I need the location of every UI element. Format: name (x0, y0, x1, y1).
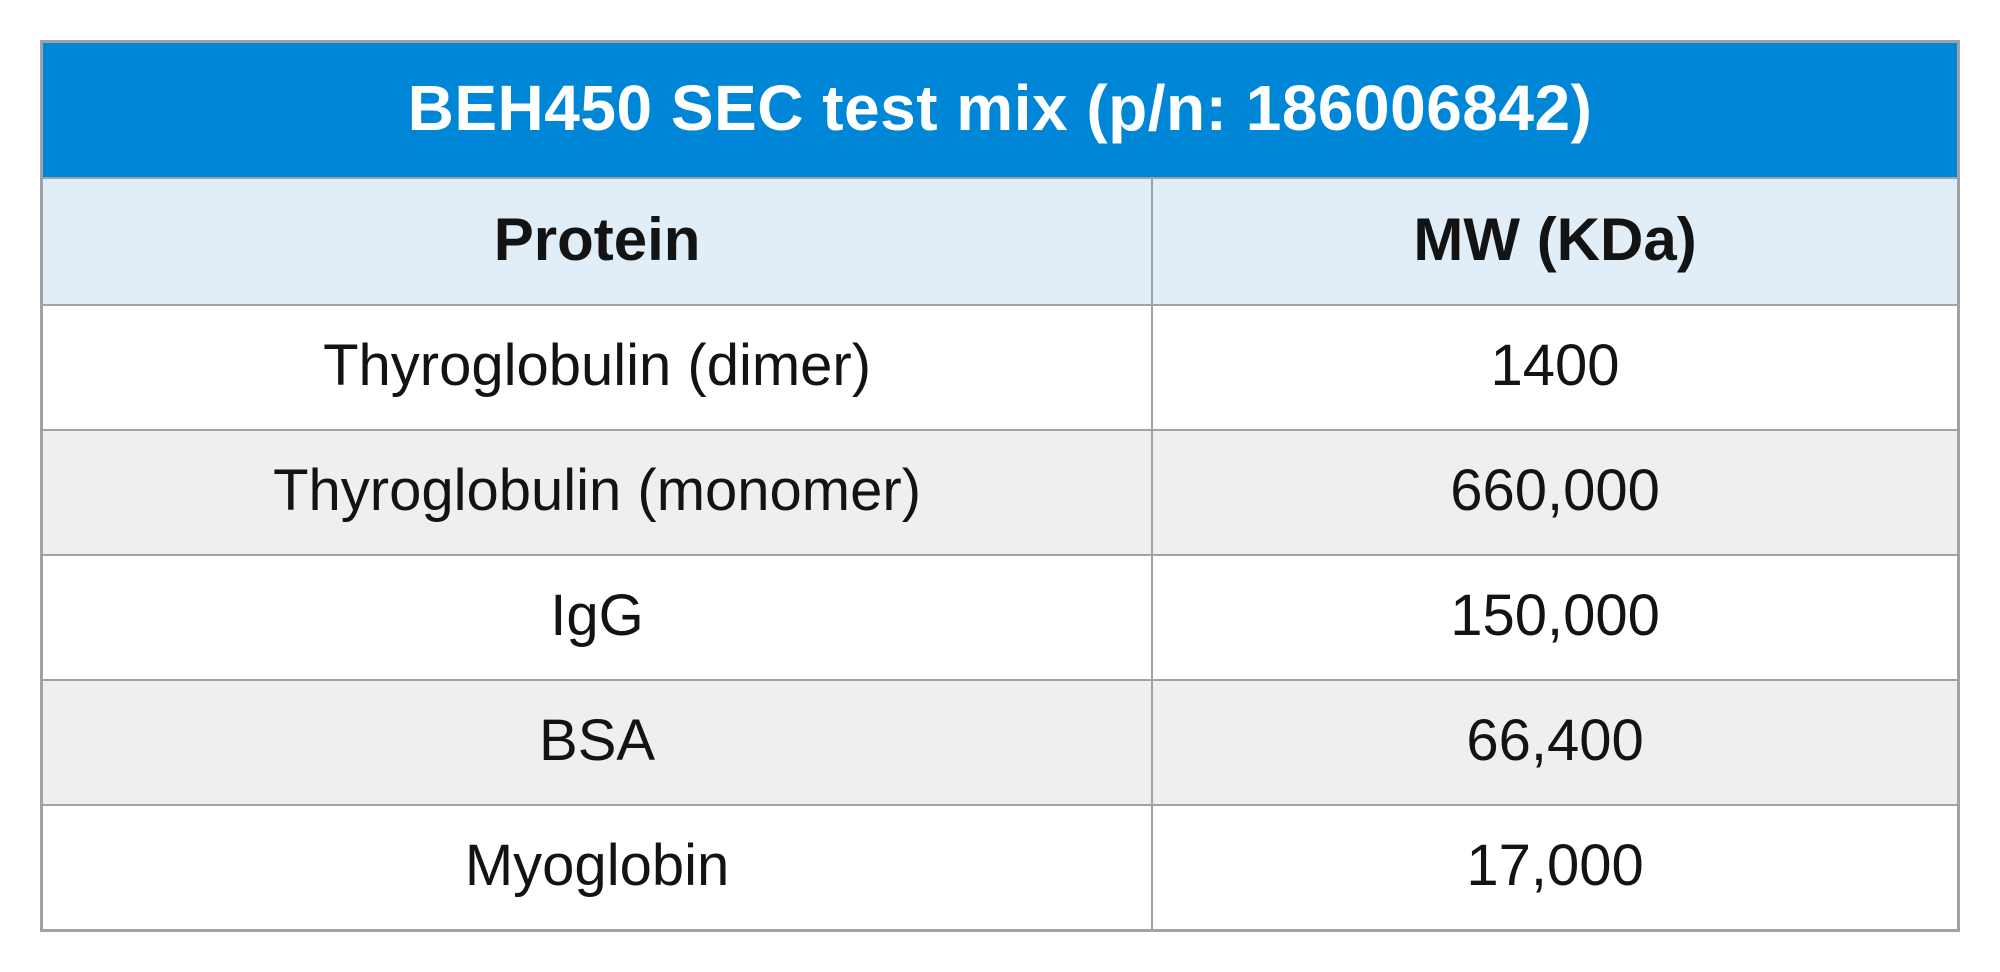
cell-mw: 66,400 (1153, 681, 1957, 804)
table-row: Thyroglobulin (monomer) 660,000 (43, 429, 1957, 554)
cell-mw: 660,000 (1153, 431, 1957, 554)
cell-protein: Thyroglobulin (dimer) (43, 306, 1153, 429)
data-table: BEH450 SEC test mix (p/n: 186006842) Pro… (40, 40, 1960, 932)
table-row: BSA 66,400 (43, 679, 1957, 804)
table-title: BEH450 SEC test mix (p/n: 186006842) (43, 43, 1957, 177)
cell-protein: Thyroglobulin (monomer) (43, 431, 1153, 554)
table-row: Thyroglobulin (dimer) 1400 (43, 304, 1957, 429)
cell-protein: IgG (43, 556, 1153, 679)
column-header-mw: MW (KDa) (1153, 179, 1957, 304)
cell-mw: 150,000 (1153, 556, 1957, 679)
cell-protein: Myoglobin (43, 806, 1153, 929)
table-row: IgG 150,000 (43, 554, 1957, 679)
cell-mw: 1400 (1153, 306, 1957, 429)
cell-protein: BSA (43, 681, 1153, 804)
table-row: Myoglobin 17,000 (43, 804, 1957, 929)
table-header-row: Protein MW (KDa) (43, 177, 1957, 304)
column-header-protein: Protein (43, 179, 1153, 304)
cell-mw: 17,000 (1153, 806, 1957, 929)
